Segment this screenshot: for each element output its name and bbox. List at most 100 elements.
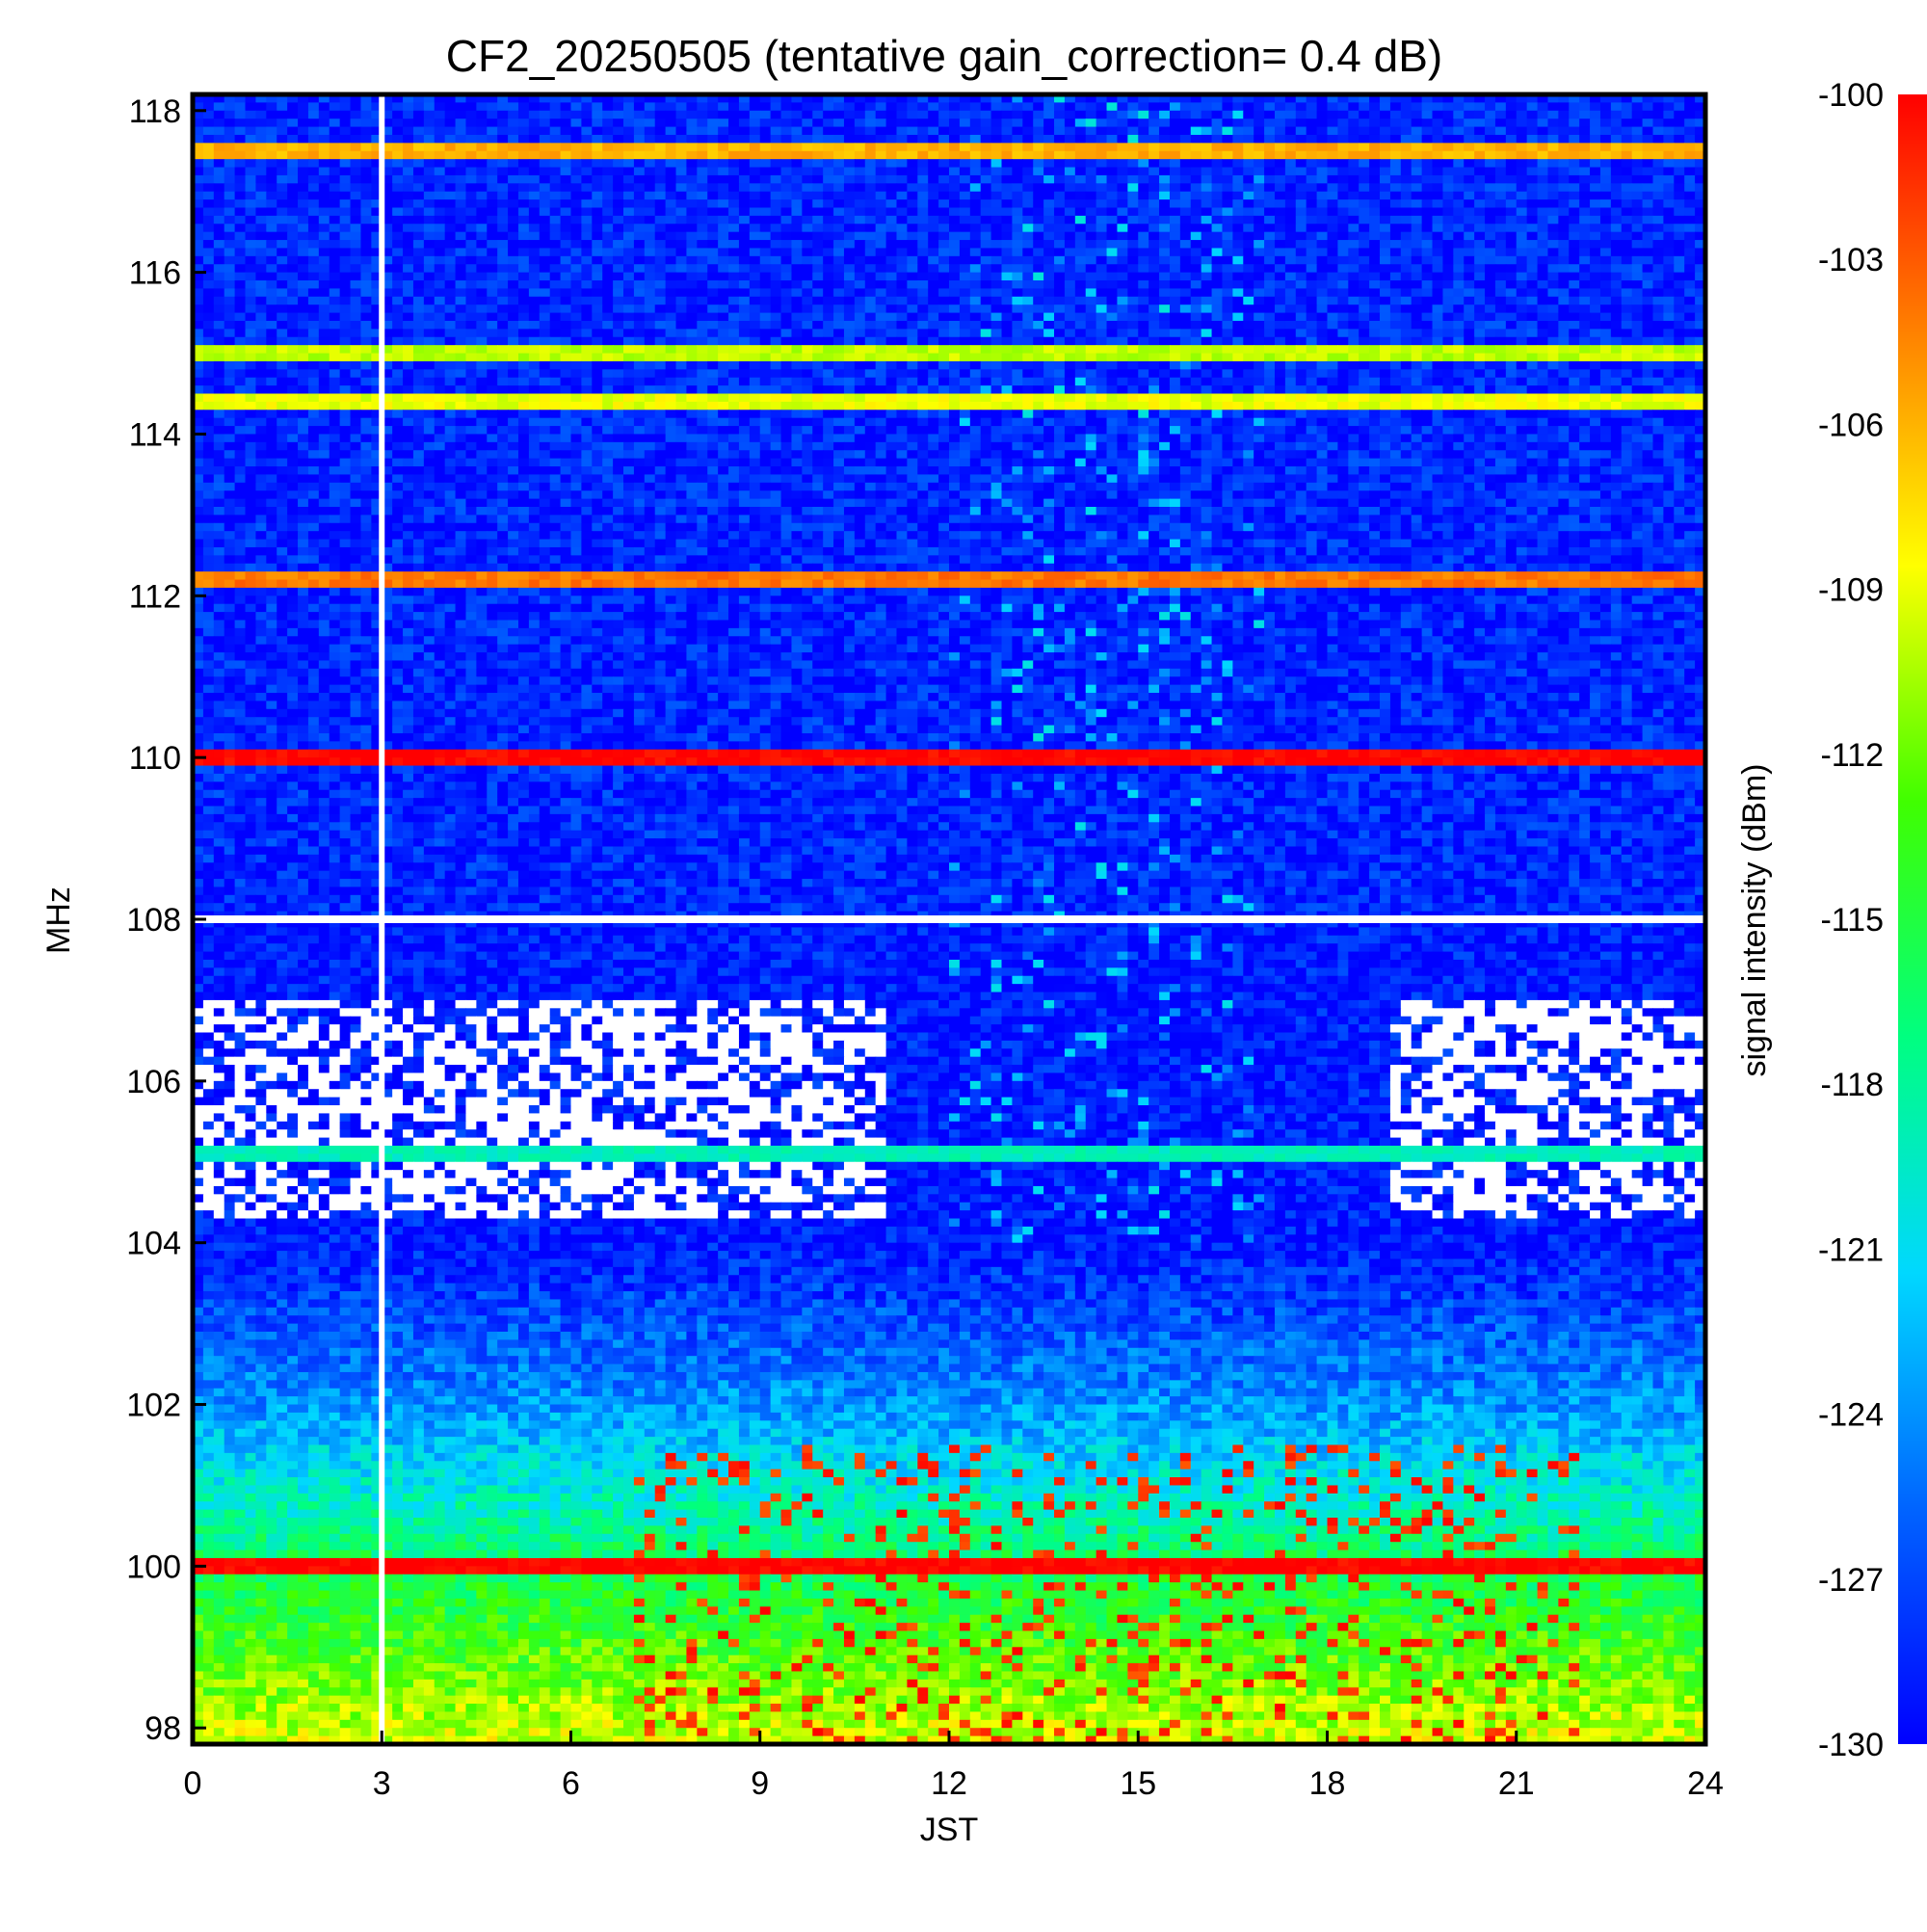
heatmap-cell [266,321,277,330]
heatmap-cell [1453,280,1465,289]
heatmap-cell [1243,159,1254,168]
heatmap-cell [1148,256,1160,265]
heatmap-cell [1390,207,1402,216]
heatmap-cell [1442,273,1454,281]
heatmap-cell [1433,345,1444,354]
heatmap-cell [1328,345,1339,354]
heatmap-cell [1547,199,1559,208]
heatmap-cell [991,151,1003,160]
heatmap-cell [1401,354,1412,362]
heatmap-cell [938,175,950,184]
heatmap-cell [1222,127,1233,136]
heatmap-cell [1086,321,1097,330]
heatmap-cell [508,264,519,273]
heatmap-cell [1412,361,1423,370]
heatmap-cell [1453,345,1465,354]
heatmap-cell [1485,280,1496,289]
heatmap-cell [1632,280,1644,289]
heatmap-cell [949,256,961,265]
heatmap-cell [855,168,866,176]
heatmap-cell [255,127,267,136]
heatmap-cell [970,151,982,160]
heatmap-cell [823,248,834,256]
heatmap-cell [1065,248,1076,256]
heatmap-cell [1506,288,1518,297]
heatmap-cell [246,297,257,305]
heatmap-cell [1474,313,1486,322]
heatmap-cell [214,143,225,151]
heatmap-cell [1569,216,1580,225]
heatmap-cell [1380,354,1391,362]
heatmap-cell [550,175,562,184]
heatmap-cell [1495,280,1507,289]
heatmap-cell [330,159,341,168]
heatmap-cell [602,361,614,370]
heatmap-cell [896,143,908,151]
heatmap-cell [266,337,277,346]
heatmap-cell [1222,337,1233,346]
heatmap-cell [1285,264,1297,273]
heatmap-cell [1328,127,1339,136]
heatmap-cell [1243,297,1254,305]
heatmap-cell [771,329,782,337]
heatmap-cell [351,248,362,256]
heatmap-cell [1328,199,1339,208]
heatmap-cell [1159,135,1171,144]
heatmap-cell [508,119,519,127]
heatmap-cell [707,240,719,249]
heatmap-cell [917,168,929,176]
heatmap-cell [1369,224,1381,232]
heatmap-cell [1442,207,1454,216]
heatmap-cell [1359,232,1370,241]
heatmap-cell [823,313,834,322]
heatmap-cell [465,207,477,216]
heatmap-cell [1212,256,1224,265]
heatmap-cell [718,248,729,256]
heatmap-cell [1170,143,1181,151]
heatmap-cell [865,369,877,378]
heatmap-cell [1075,159,1087,168]
heatmap-cell [1212,143,1224,151]
heatmap-cell [529,354,541,362]
heatmap-cell [1285,297,1297,305]
heatmap-cell [1579,304,1591,313]
heatmap-cell [308,369,320,378]
heatmap-cell [1590,224,1601,232]
heatmap-cell [781,143,793,151]
heatmap-cell [351,288,362,297]
heatmap-cell [298,273,309,281]
heatmap-cell [1138,224,1149,232]
heatmap-cell [1674,224,1685,232]
heatmap-cell [1075,248,1087,256]
heatmap-cell [571,288,583,297]
heatmap-cell [424,264,436,273]
heatmap-cell [1517,159,1528,168]
heatmap-cell [487,216,498,225]
heatmap-cell [970,199,982,208]
heatmap-cell [981,256,991,265]
heatmap-cell [1558,192,1570,200]
heatmap-cell [351,264,362,273]
heatmap-cell [876,232,887,241]
heatmap-cell [1275,264,1286,273]
heatmap-cell [518,224,530,232]
heatmap-cell [750,183,761,192]
heatmap-cell [1506,313,1518,322]
heatmap-cell [697,168,708,176]
heatmap-cell [802,361,813,370]
heatmap-cell [1307,248,1318,256]
heatmap-cell [1201,207,1213,216]
heatmap-cell [581,337,593,346]
heatmap-cell [319,248,330,256]
heatmap-cell [1328,273,1339,281]
heatmap-cell [465,119,477,127]
heatmap-cell [1464,199,1475,208]
heatmap-cell [1547,224,1559,232]
heatmap-cell [592,175,603,184]
heatmap-cell [1096,256,1108,265]
heatmap-cell [623,256,635,265]
heatmap-cell [435,232,446,241]
heatmap-cell [760,297,772,305]
heatmap-cell [949,297,961,305]
heatmap-cell [760,119,772,127]
